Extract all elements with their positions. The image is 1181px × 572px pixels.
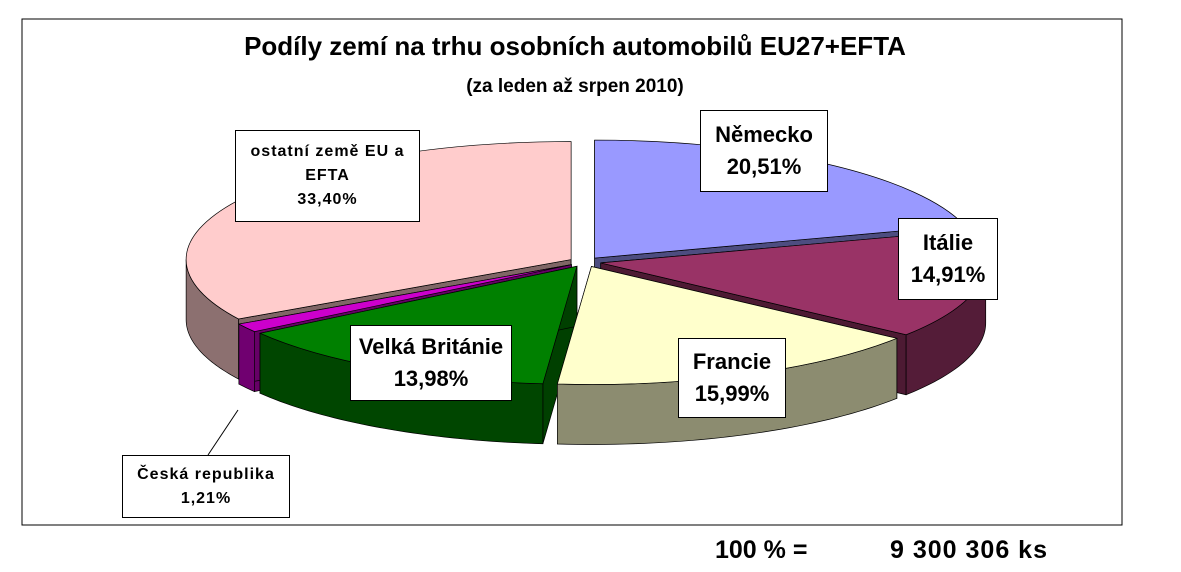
category-label: ostatní země EU a EFTA: [250, 143, 405, 184]
data-label: ostatní země EU a EFTA 33,40%: [235, 130, 420, 222]
value-label: 15,99%: [694, 381, 770, 406]
category-label: Velká Británie: [358, 334, 504, 359]
chart-subtitle: (za leden až srpen 2010): [466, 76, 684, 97]
data-label: Velká Británie 13,98%: [350, 325, 512, 401]
total-value: 9 300 306 ks: [890, 536, 1048, 564]
data-label: Francie 15,99%: [678, 338, 786, 418]
value-label: 14,91%: [910, 262, 986, 287]
leader-line: [207, 409, 239, 456]
category-label: Francie: [692, 349, 772, 374]
data-label: Česká republika 1,21%: [122, 455, 290, 518]
category-label: Itálie: [922, 230, 974, 255]
pie: [185, 139, 987, 445]
category-label: Česká republika: [137, 465, 275, 483]
total-label: 100 % =: [715, 536, 808, 564]
slice-side: [238, 323, 255, 393]
value-label: 13,98%: [393, 366, 469, 391]
value-label: 33,40%: [297, 191, 358, 208]
data-label: Itálie 14,91%: [898, 218, 998, 300]
value-label: 1,21%: [180, 489, 232, 507]
data-label: Německo 20,51%: [700, 110, 828, 192]
value-label: 20,51%: [726, 154, 802, 179]
category-label: Německo: [715, 122, 813, 147]
pie-slice: [237, 264, 572, 332]
chart-title: Podíly zemí na trhu osobních automobilů …: [244, 31, 906, 61]
